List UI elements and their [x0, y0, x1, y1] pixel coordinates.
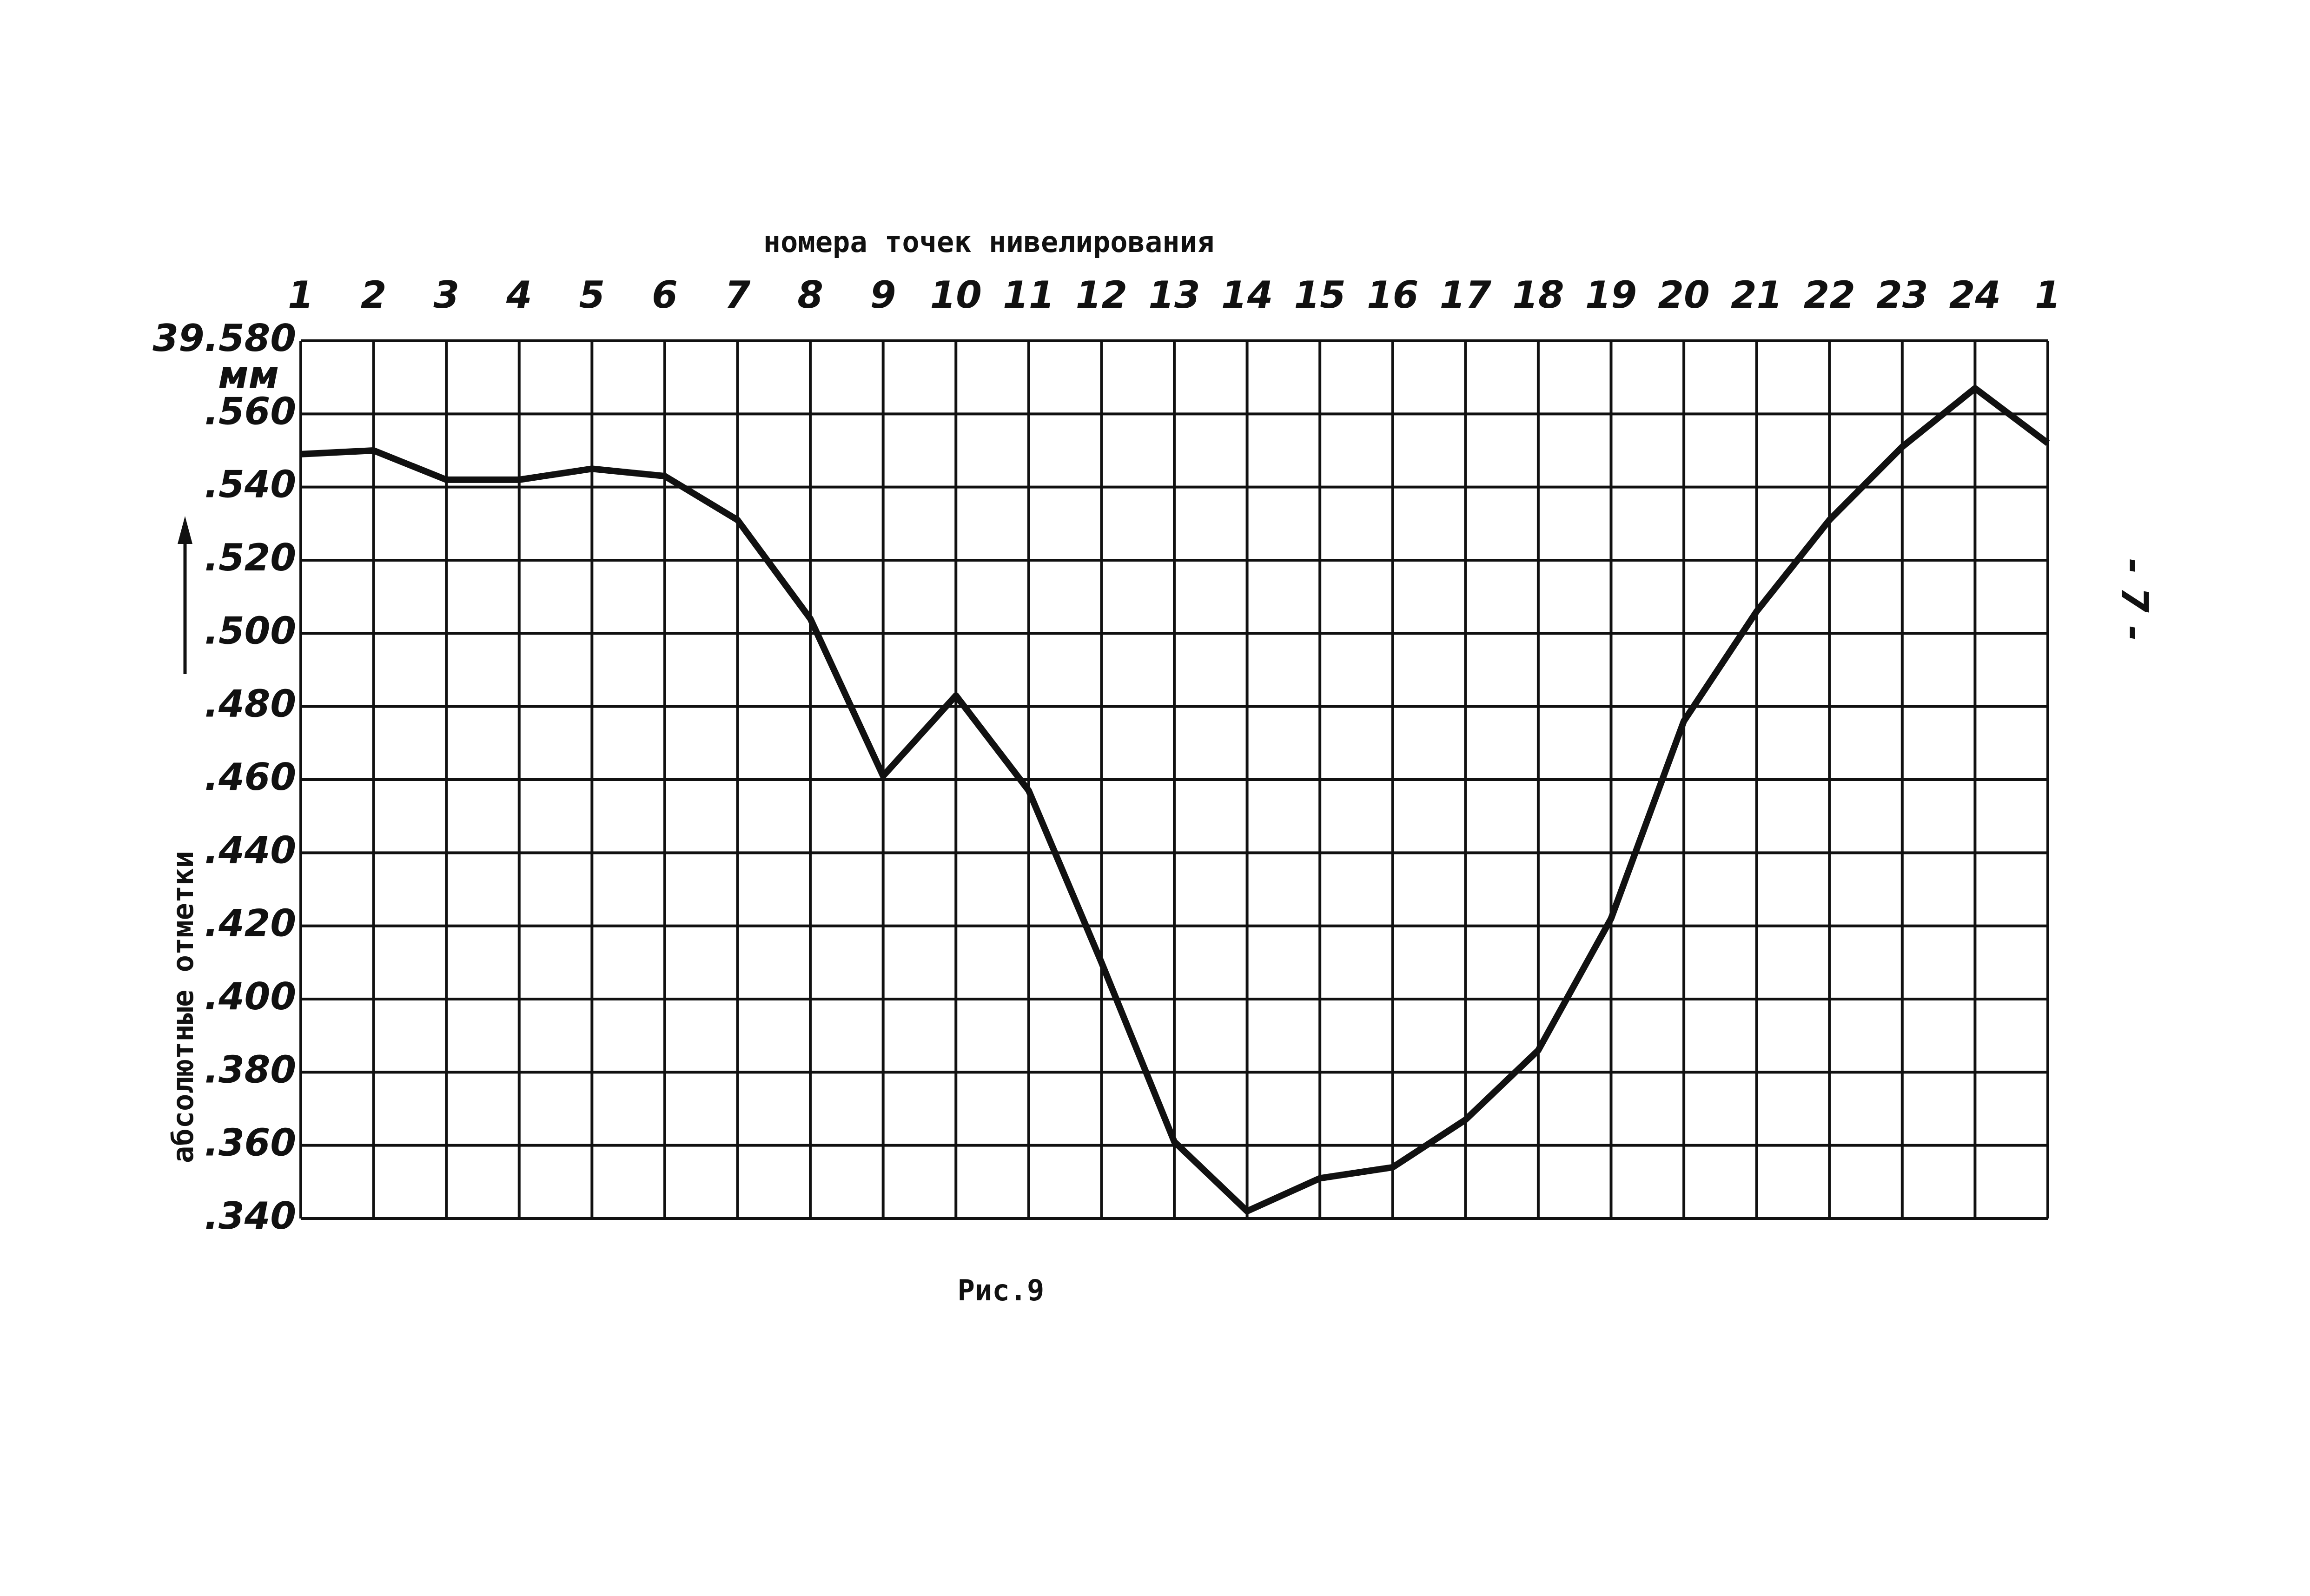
y-tick-label: .340: [205, 1194, 296, 1238]
y-tick-label: .500: [205, 609, 296, 652]
y-tick-label: .440: [205, 828, 296, 872]
x-tick-label: 8: [797, 273, 823, 317]
x-tick-label: 23: [1876, 273, 1928, 317]
y-tick-label: .560: [205, 390, 296, 433]
x-tick-label: 16: [1367, 273, 1418, 317]
y-tick-label: .460: [205, 755, 296, 799]
y-tick-label: .540: [205, 463, 296, 506]
x-tick-label: 11: [1003, 273, 1054, 317]
y-unit: мм: [218, 353, 279, 397]
y-tick-label: .420: [205, 902, 296, 945]
caption: Рис.9: [958, 1273, 1045, 1307]
x-tick-label: 2: [361, 273, 387, 317]
data-line: [300, 385, 2050, 1215]
y-tick-label: .400: [205, 975, 296, 1018]
x-tick-label: 1: [2035, 273, 2061, 317]
y-axis-label: абсолютные отметки: [166, 851, 200, 1163]
x-tick-label: 13: [1148, 273, 1200, 317]
y-tick-label: .380: [205, 1048, 296, 1091]
x-tick-label: 22: [1804, 273, 1855, 317]
page-number: - 7 -: [2113, 558, 2156, 641]
x-tick-label: 17: [1440, 273, 1492, 317]
y-tick-label: .480: [205, 682, 296, 726]
x-tick-label: 4: [506, 273, 532, 317]
x-tick-label: 1: [288, 273, 314, 317]
x-tick-label: 9: [870, 273, 896, 317]
y-tick-label: .520: [205, 536, 296, 579]
x-tick-label: 21: [1731, 273, 1782, 317]
x-tick-label: 10: [930, 273, 982, 317]
x-tick-label: 3: [433, 273, 459, 317]
x-tick-label: 12: [1076, 273, 1127, 317]
axis-arrow-head: [178, 516, 192, 544]
x-tick-label: 24: [1949, 273, 2001, 317]
x-tick-label: 14: [1221, 273, 1273, 317]
x-tick-label: 15: [1294, 273, 1346, 317]
x-tick-label: 5: [579, 273, 605, 317]
x-tick-label: 19: [1585, 273, 1637, 317]
x-tick-label: 7: [725, 273, 751, 317]
chart-title: номера точек нивелирования: [763, 225, 1215, 259]
x-tick-label: 18: [1512, 273, 1564, 317]
x-tick-label: 6: [652, 273, 678, 317]
x-tick-label: 20: [1658, 273, 1709, 317]
y-tick-label: .360: [205, 1121, 296, 1165]
y-tick-label: 39.580: [152, 317, 296, 360]
